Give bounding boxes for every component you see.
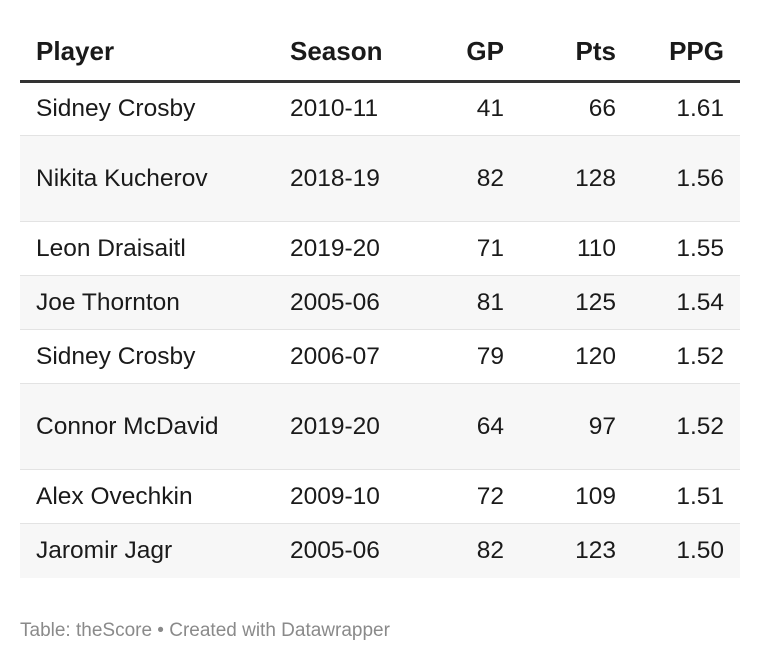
cell-player: Leon Draisaitl: [20, 221, 274, 276]
cell-pts: 66: [520, 81, 632, 136]
table-row: Joe Thornton 2005-06 81 125 1.54: [20, 275, 740, 330]
table-header: Player Season GP Pts PPG: [20, 22, 740, 83]
ppg-table: Player Season GP Pts PPG Sidney Crosby 2…: [20, 22, 740, 578]
cell-ppg: 1.52: [632, 329, 740, 384]
column-header-gp[interactable]: GP: [408, 22, 520, 83]
column-header-season[interactable]: Season: [274, 22, 408, 83]
cell-ppg: 1.51: [632, 469, 740, 524]
table-row: Sidney Crosby 2010-11 41 66 1.61: [20, 81, 740, 136]
cell-pts: 97: [520, 383, 632, 470]
cell-gp: 81: [408, 275, 520, 330]
table-row: Connor McDavid 2019-20 64 97 1.52: [20, 383, 740, 470]
table-row: Leon Draisaitl 2019-20 71 110 1.55: [20, 221, 740, 276]
cell-pts: 120: [520, 329, 632, 384]
cell-ppg: 1.50: [632, 523, 740, 578]
cell-pts: 128: [520, 135, 632, 222]
cell-ppg: 1.55: [632, 221, 740, 276]
cell-gp: 41: [408, 81, 520, 136]
cell-season: 2010-11: [274, 81, 408, 136]
source-credit: Table: theScore • Created with Datawrapp…: [20, 620, 390, 641]
cell-gp: 79: [408, 329, 520, 384]
cell-player: Sidney Crosby: [20, 329, 274, 384]
cell-player: Jaromir Jagr: [20, 523, 274, 578]
cell-gp: 82: [408, 523, 520, 578]
cell-season: 2019-20: [274, 383, 408, 470]
cell-pts: 109: [520, 469, 632, 524]
cell-season: 2018-19: [274, 135, 408, 222]
cell-player: Nikita Kucherov: [20, 135, 274, 222]
cell-player: Joe Thornton: [20, 275, 274, 330]
table-body: Sidney Crosby 2010-11 41 66 1.61 Nikita …: [20, 81, 740, 578]
cell-ppg: 1.61: [632, 81, 740, 136]
table-row: Alex Ovechkin 2009-10 72 109 1.51: [20, 469, 740, 524]
cell-pts: 110: [520, 221, 632, 276]
cell-player: Alex Ovechkin: [20, 469, 274, 524]
ppg-table-container: Player Season GP Pts PPG Sidney Crosby 2…: [20, 22, 740, 578]
cell-gp: 82: [408, 135, 520, 222]
cell-ppg: 1.52: [632, 383, 740, 470]
cell-season: 2019-20: [274, 221, 408, 276]
cell-ppg: 1.56: [632, 135, 740, 222]
cell-season: 2005-06: [274, 523, 408, 578]
column-header-ppg[interactable]: PPG: [632, 22, 740, 83]
cell-pts: 125: [520, 275, 632, 330]
cell-season: 2009-10: [274, 469, 408, 524]
cell-gp: 71: [408, 221, 520, 276]
column-header-pts[interactable]: Pts: [520, 22, 632, 83]
cell-season: 2006-07: [274, 329, 408, 384]
cell-ppg: 1.54: [632, 275, 740, 330]
cell-gp: 64: [408, 383, 520, 470]
cell-gp: 72: [408, 469, 520, 524]
header-row: Player Season GP Pts PPG: [20, 22, 740, 83]
table-row: Sidney Crosby 2006-07 79 120 1.52: [20, 329, 740, 384]
cell-player: Sidney Crosby: [20, 81, 274, 136]
table-row: Jaromir Jagr 2005-06 82 123 1.50: [20, 523, 740, 578]
column-header-player[interactable]: Player: [20, 22, 274, 83]
cell-season: 2005-06: [274, 275, 408, 330]
table-row: Nikita Kucherov 2018-19 82 128 1.56: [20, 135, 740, 222]
cell-player: Connor McDavid: [20, 383, 274, 470]
cell-pts: 123: [520, 523, 632, 578]
